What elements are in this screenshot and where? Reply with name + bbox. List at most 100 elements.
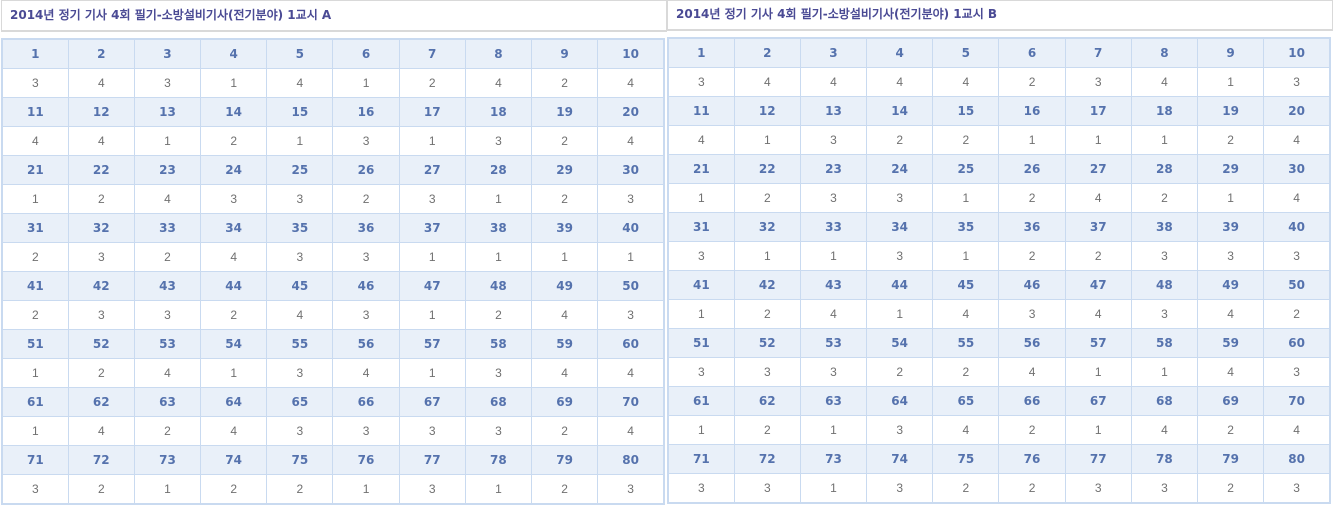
answer-value: 3	[1263, 67, 1331, 97]
question-number: 60	[1263, 328, 1331, 358]
question-number: 16	[998, 96, 1066, 126]
question-number: 51	[667, 328, 735, 358]
question-number: 19	[1196, 96, 1265, 126]
question-number: 59	[1196, 328, 1265, 358]
question-number: 68	[1130, 386, 1199, 416]
question-number-row: 71 72 73 74 75 76 77 78 79 80	[667, 444, 1331, 474]
question-number: 26	[332, 155, 400, 185]
answer-value: 2	[67, 358, 135, 388]
question-number: 30	[1263, 154, 1331, 184]
question-number: 27	[1064, 154, 1132, 184]
question-number: 57	[1064, 328, 1132, 358]
answer-value: 2	[67, 474, 135, 505]
answer-value: 1	[200, 68, 268, 98]
answer-value: 3	[799, 183, 868, 213]
answer-value: 1	[332, 68, 400, 98]
question-number: 61	[1, 387, 69, 417]
question-number: 29	[1196, 154, 1265, 184]
question-number: 75	[266, 445, 334, 475]
question-number: 41	[667, 270, 735, 300]
question-number-row: 1 2 3 4 5 6 7 8 9 10	[1, 38, 665, 69]
answer-value: 4	[266, 300, 334, 330]
answer-value: 3	[1130, 473, 1199, 504]
question-number: 17	[1064, 96, 1132, 126]
question-number: 59	[530, 329, 599, 359]
question-number: 54	[200, 329, 268, 359]
question-number: 8	[464, 38, 533, 69]
question-number: 27	[398, 155, 466, 185]
answer-value: 1	[667, 299, 735, 329]
question-number: 14	[866, 96, 934, 126]
answer-value: 4	[1, 126, 69, 156]
answer-value: 1	[733, 125, 801, 155]
question-number: 32	[67, 213, 135, 243]
question-number: 45	[932, 270, 1000, 300]
question-number: 71	[667, 444, 735, 474]
question-number: 22	[67, 155, 135, 185]
question-number: 47	[1064, 270, 1132, 300]
answer-value: 2	[998, 415, 1066, 445]
answer-value: 2	[866, 357, 934, 387]
question-number: 39	[530, 213, 599, 243]
panel-title: 2014년 정기 기사 4회 필기-소방설비기사(전기분야) 1교시 B	[667, 0, 1333, 31]
question-number: 46	[998, 270, 1066, 300]
question-number: 38	[464, 213, 533, 243]
answer-value: 3	[1263, 241, 1331, 271]
answer-value: 1	[398, 242, 466, 272]
answer-value: 3	[266, 358, 334, 388]
question-number: 62	[67, 387, 135, 417]
question-number: 33	[133, 213, 202, 243]
answer-value: 1	[799, 415, 868, 445]
question-number: 80	[597, 445, 665, 475]
answer-value: 1	[597, 242, 665, 272]
answer-value: 4	[597, 126, 665, 156]
answer-value: 2	[464, 300, 533, 330]
answer-value: 4	[464, 68, 533, 98]
answer-value: 3	[667, 241, 735, 271]
question-number: 21	[667, 154, 735, 184]
answer-value: 2	[1, 300, 69, 330]
question-number: 55	[266, 329, 334, 359]
answer-value: 2	[998, 183, 1066, 213]
question-number: 51	[1, 329, 69, 359]
question-number: 50	[1263, 270, 1331, 300]
question-number: 15	[932, 96, 1000, 126]
answer-value: 4	[200, 416, 268, 446]
answer-value: 3	[1130, 299, 1199, 329]
question-number: 73	[799, 444, 868, 474]
question-number: 67	[1064, 386, 1132, 416]
answer-value: 4	[1130, 67, 1199, 97]
answer-value: 3	[667, 67, 735, 97]
question-number: 9	[530, 38, 599, 69]
question-number-row: 11 12 13 14 15 16 17 18 19 20	[667, 96, 1331, 126]
answer-value: 3	[866, 473, 934, 504]
question-number: 63	[133, 387, 202, 417]
question-number: 66	[332, 387, 400, 417]
answer-value: 1	[530, 242, 599, 272]
question-number: 58	[464, 329, 533, 359]
answer-value: 2	[398, 68, 466, 98]
answer-table: 1 2 3 4 5 6 7 8 9 10 3 4 4 4 4 2 3 4 1 3 11 12 13 14 15 16 17 18 19 2…	[667, 37, 1331, 504]
answer-value: 3	[1196, 241, 1265, 271]
answer-value: 1	[667, 415, 735, 445]
answer-value: 1	[398, 300, 466, 330]
question-number: 44	[200, 271, 268, 301]
question-number: 69	[530, 387, 599, 417]
answer-value: 3	[398, 416, 466, 446]
question-number: 37	[1064, 212, 1132, 242]
question-number: 5	[266, 38, 334, 69]
question-number: 52	[733, 328, 801, 358]
answer-value: 2	[932, 357, 1000, 387]
question-number: 13	[799, 96, 868, 126]
answer-value: 4	[133, 184, 202, 214]
question-number: 11	[1, 97, 69, 127]
answer-value: 4	[67, 126, 135, 156]
question-number: 74	[200, 445, 268, 475]
answer-value: 3	[266, 184, 334, 214]
question-number: 36	[332, 213, 400, 243]
question-number: 1	[1, 38, 69, 69]
